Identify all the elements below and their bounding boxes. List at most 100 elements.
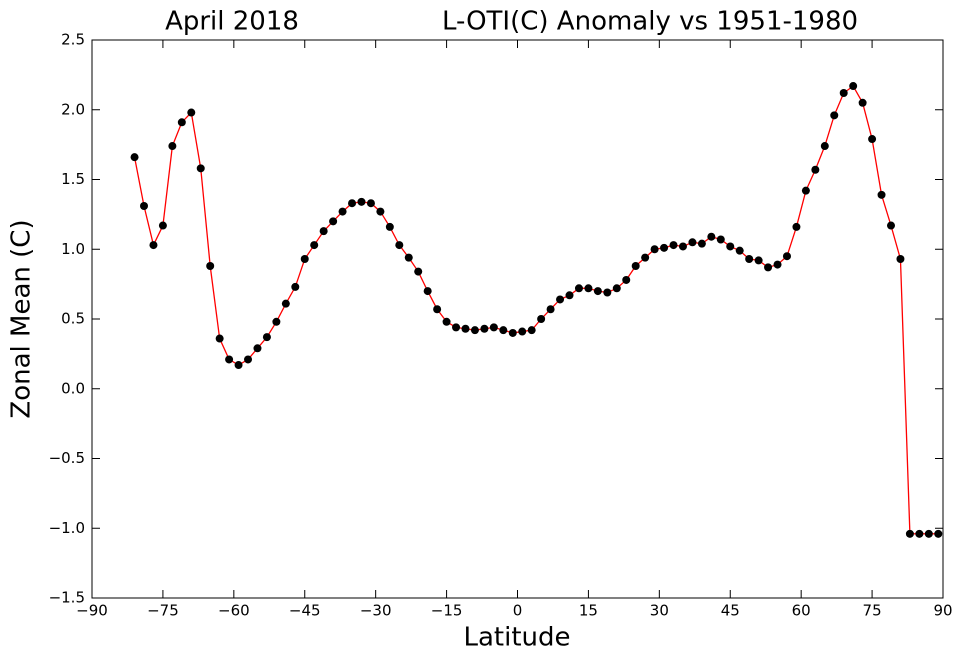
data-point — [300, 255, 309, 264]
data-point — [641, 253, 650, 262]
data-point — [584, 284, 593, 293]
y-axis-label: Zonal Mean (C) — [7, 219, 37, 418]
y-tick-label: 2.5 — [61, 31, 85, 49]
data-point — [735, 246, 744, 255]
data-point — [565, 291, 574, 300]
x-tick-label: −15 — [431, 602, 463, 620]
data-point — [716, 235, 725, 244]
data-point — [187, 108, 196, 117]
data-point — [896, 255, 905, 264]
data-point — [140, 202, 149, 211]
data-point — [348, 199, 357, 208]
data-point — [291, 282, 300, 291]
data-point — [404, 253, 413, 262]
data-point — [631, 261, 640, 270]
data-point — [546, 305, 555, 314]
data-point — [319, 227, 328, 236]
data-point — [385, 222, 394, 231]
y-tick-label: 1.0 — [61, 240, 85, 258]
data-point — [764, 263, 773, 272]
data-point — [234, 361, 243, 370]
data-point — [215, 334, 224, 343]
data-point — [849, 82, 858, 91]
data-point — [206, 261, 215, 270]
data-point — [281, 299, 290, 308]
data-point — [149, 241, 158, 250]
data-point — [225, 355, 234, 364]
data-point — [688, 238, 697, 247]
data-point — [329, 217, 338, 226]
x-axis-label: Latitude — [463, 623, 570, 653]
x-tick-label: −45 — [289, 602, 321, 620]
data-point — [801, 186, 810, 195]
y-tick-label: −1.0 — [49, 519, 85, 537]
data-point — [593, 287, 602, 296]
data-point — [489, 323, 498, 332]
data-point — [253, 344, 262, 353]
data-point — [272, 317, 281, 326]
data-point — [792, 222, 801, 231]
data-point — [158, 221, 167, 230]
x-tick-label: 90 — [933, 602, 952, 620]
data-point — [395, 241, 404, 250]
data-point — [612, 284, 621, 293]
data-point — [366, 199, 375, 208]
data-point — [754, 256, 763, 265]
data-point — [423, 287, 432, 296]
data-point — [168, 142, 177, 151]
data-point — [868, 135, 877, 144]
x-tick-label: 45 — [721, 602, 740, 620]
data-point — [773, 260, 782, 269]
chart-title: April 2018 — [165, 7, 299, 37]
data-point — [470, 326, 479, 335]
data-point — [820, 142, 829, 151]
data-point — [433, 305, 442, 314]
x-tick-label: −30 — [360, 602, 392, 620]
data-point — [508, 328, 517, 337]
x-tick-label: −60 — [218, 602, 250, 620]
data-point — [338, 207, 347, 216]
data-point — [527, 326, 536, 335]
y-tick-label: −0.5 — [49, 449, 85, 467]
data-point — [442, 317, 451, 326]
data-point — [877, 190, 886, 199]
x-tick-label: 15 — [579, 602, 598, 620]
x-tick-label: −90 — [76, 602, 108, 620]
data-point — [130, 153, 139, 162]
data-point — [622, 275, 631, 284]
data-point — [414, 267, 423, 276]
data-point — [745, 255, 754, 264]
data-point — [669, 241, 678, 250]
y-tick-label: 0.0 — [61, 379, 85, 397]
data-point — [556, 295, 565, 304]
data-point — [310, 241, 319, 250]
data-point — [650, 245, 659, 254]
x-tick-label: −75 — [147, 602, 179, 620]
data-point — [574, 284, 583, 293]
data-point — [196, 164, 205, 173]
data-point — [660, 243, 669, 252]
data-point — [177, 118, 186, 127]
y-tick-label: 2.0 — [61, 100, 85, 118]
data-point — [839, 89, 848, 98]
data-point — [707, 232, 716, 241]
data-point — [830, 111, 839, 120]
data-point — [782, 252, 791, 261]
data-point — [697, 239, 706, 248]
data-point — [480, 324, 489, 333]
data-point — [858, 98, 867, 107]
data-point — [915, 529, 924, 538]
data-point — [905, 529, 914, 538]
data-point — [811, 165, 820, 174]
chart-title: L-OTI(C) Anomaly vs 1951-1980 — [442, 7, 858, 37]
data-point — [452, 323, 461, 332]
y-tick-label: −1.5 — [49, 589, 85, 607]
data-point — [244, 355, 253, 364]
x-tick-label: 60 — [792, 602, 811, 620]
data-point — [886, 221, 895, 230]
x-tick-label: 0 — [513, 602, 523, 620]
data-point — [357, 197, 366, 206]
data-point — [924, 529, 933, 538]
